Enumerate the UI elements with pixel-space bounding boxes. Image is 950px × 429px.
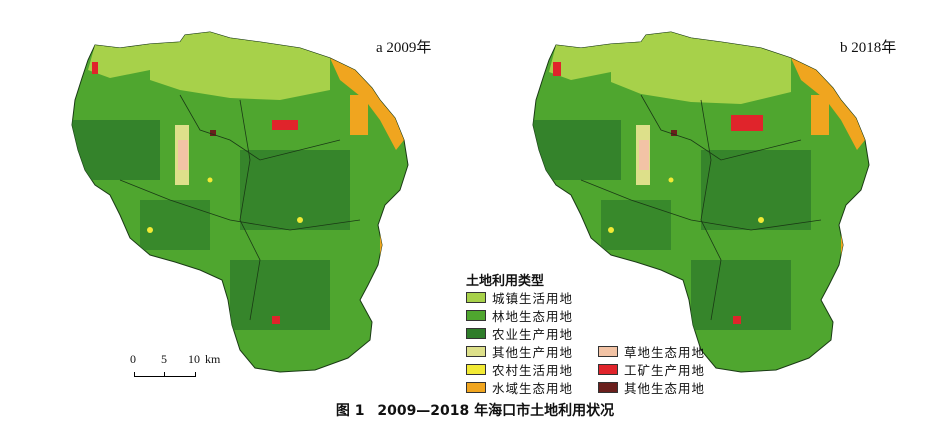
- land-use-map-2009: [71, 31, 409, 373]
- legend-item: 其他生态用地: [598, 380, 706, 396]
- legend-item: 工矿生产用地: [598, 362, 706, 378]
- legend-label: 其他生产用地: [492, 345, 574, 360]
- legend-swatch: [598, 382, 618, 393]
- legend-swatch: [466, 364, 486, 375]
- legend-item: 林地生态用地: [466, 308, 574, 324]
- land-use-map-2018: [532, 31, 870, 373]
- figure-number: 图 1: [335, 403, 365, 419]
- scale-tick-0: 0: [130, 352, 136, 366]
- legend-swatch: [466, 310, 486, 321]
- scale-bar-line: [134, 372, 196, 377]
- legend-swatch: [466, 292, 486, 303]
- legend-swatch: [598, 364, 618, 375]
- scale-bar-midtick: [164, 372, 165, 376]
- legend-label: 其他生态用地: [624, 381, 706, 396]
- legend-swatch: [466, 346, 486, 357]
- scale-tick-10: 10: [188, 352, 200, 366]
- legend-label: 农村生活用地: [492, 363, 574, 378]
- legend-item: 农业生产用地: [466, 326, 574, 342]
- legend-label: 林地生态用地: [492, 309, 574, 324]
- map-b-label: b 2018年: [840, 40, 897, 56]
- scale-bar: 0 5 10 km: [118, 352, 268, 392]
- legend-label: 草地生态用地: [624, 345, 706, 360]
- legend-item: 草地生态用地: [598, 344, 706, 360]
- caption-text: 2009—2018 年海口市土地利用状况: [377, 403, 615, 419]
- map-b-region: [532, 31, 870, 373]
- legend-item: 水域生态用地: [466, 380, 574, 396]
- legend: 土地利用类型 城镇生活用地 林地生态用地 农业生产用地 其他生产用地 农村生活用…: [466, 270, 726, 396]
- legend-item: 城镇生活用地: [466, 290, 574, 306]
- scale-tick-5: 5: [161, 352, 167, 366]
- legend-label: 城镇生活用地: [492, 291, 574, 306]
- legend-title: 土地利用类型: [466, 274, 545, 289]
- map-a-label: a 2009年: [376, 40, 432, 56]
- figure-caption: 图 1 2009—2018 年海口市土地利用状况: [0, 400, 950, 420]
- legend-item: 其他生产用地: [466, 344, 574, 360]
- map-a-region: [71, 31, 409, 373]
- scale-unit: km: [205, 352, 221, 366]
- legend-label: 农业生产用地: [492, 327, 574, 342]
- legend-label: 水域生态用地: [492, 381, 574, 396]
- legend-item: 农村生活用地: [466, 362, 574, 378]
- legend-swatch: [466, 328, 486, 339]
- legend-label: 工矿生产用地: [624, 363, 706, 378]
- legend-swatch: [466, 382, 486, 393]
- legend-swatch: [598, 346, 618, 357]
